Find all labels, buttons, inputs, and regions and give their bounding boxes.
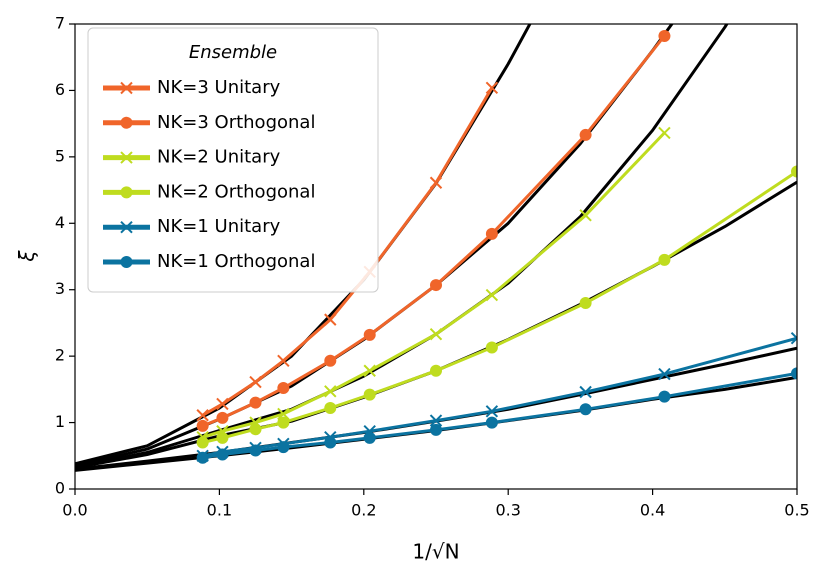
marker [120, 186, 133, 199]
marker [430, 364, 442, 377]
y-axis-label: ξ [15, 250, 39, 263]
x-axis-label: 1/√N [412, 540, 459, 564]
marker [277, 416, 290, 429]
marker [658, 126, 671, 140]
marker [196, 409, 209, 422]
marker [196, 436, 209, 449]
marker [216, 448, 229, 461]
marker [658, 253, 671, 266]
marker [363, 328, 376, 341]
marker [790, 331, 797, 345]
marker [324, 354, 337, 367]
marker [120, 151, 133, 164]
marker [485, 227, 498, 240]
marker [579, 209, 592, 222]
marker [196, 419, 209, 432]
marker [658, 29, 671, 42]
marker [277, 407, 290, 421]
marker [216, 397, 229, 411]
marker [120, 81, 133, 95]
marker [249, 375, 262, 389]
x-tick-label: 0.0 [62, 501, 87, 520]
marker [324, 385, 337, 398]
x-tick-label: 0.4 [640, 501, 665, 520]
marker [430, 423, 442, 436]
marker [120, 256, 133, 268]
axes-frame [74, 23, 798, 490]
marker [120, 116, 133, 129]
legend-label: NK=3 Unitary [157, 77, 281, 98]
marker [658, 390, 671, 403]
marker [485, 416, 498, 429]
marker [579, 385, 592, 399]
marker [277, 382, 290, 395]
marker [485, 288, 499, 302]
marker [579, 128, 592, 141]
marker [791, 165, 797, 178]
marker [249, 444, 262, 457]
marker [363, 388, 376, 401]
y-tick-label: 2 [55, 346, 65, 365]
marker [196, 451, 209, 464]
x-tick-label: 0.1 [207, 501, 232, 520]
marker [249, 423, 262, 436]
y-tick-label: 3 [55, 279, 65, 298]
y-tick-label: 7 [55, 14, 65, 33]
x-tick-label: 0.2 [351, 501, 376, 520]
x-tick-label: 0.3 [495, 501, 520, 520]
legend-label: NK=2 Unitary [157, 147, 281, 168]
y-tick-label: 1 [55, 412, 65, 431]
y-tick-label: 4 [55, 213, 65, 232]
marker [277, 354, 290, 368]
marker [216, 411, 229, 424]
legend: Ensemble NK=3 Unitary NK=3 Orthogonal NK=2… [87, 27, 379, 293]
x-tick-label: 0.5 [784, 501, 809, 520]
y-tick-label: 0 [55, 479, 65, 498]
series-line [202, 131, 666, 439]
marker [485, 341, 498, 354]
marker [363, 431, 376, 444]
legend-label: NK=2 Orthogonal [157, 181, 315, 202]
marker [324, 436, 337, 449]
marker [429, 176, 443, 189]
legend-label: NK=1 Orthogonal [157, 251, 315, 272]
marker [791, 367, 797, 380]
legend-box [87, 27, 379, 293]
marker [363, 364, 376, 377]
marker [429, 414, 443, 427]
marker [579, 297, 592, 309]
marker [324, 313, 337, 326]
marker [324, 401, 337, 414]
legend-title: Ensemble [189, 42, 277, 63]
marker [120, 220, 133, 234]
legend-label: NK=1 Unitary [157, 216, 281, 237]
series-line [202, 35, 666, 428]
marker [485, 405, 499, 418]
marker [216, 431, 229, 444]
y-tick-label: 6 [55, 80, 65, 99]
marker [277, 441, 290, 454]
marker [249, 396, 262, 409]
series-line [201, 87, 494, 417]
marker [658, 367, 671, 381]
marker [485, 81, 499, 94]
y-tick-label: 5 [55, 146, 65, 165]
marker [579, 403, 592, 416]
marker [430, 279, 442, 292]
legend-label: NK=3 Orthogonal [157, 112, 315, 133]
plot-area [75, 24, 797, 472]
marker [429, 328, 443, 341]
